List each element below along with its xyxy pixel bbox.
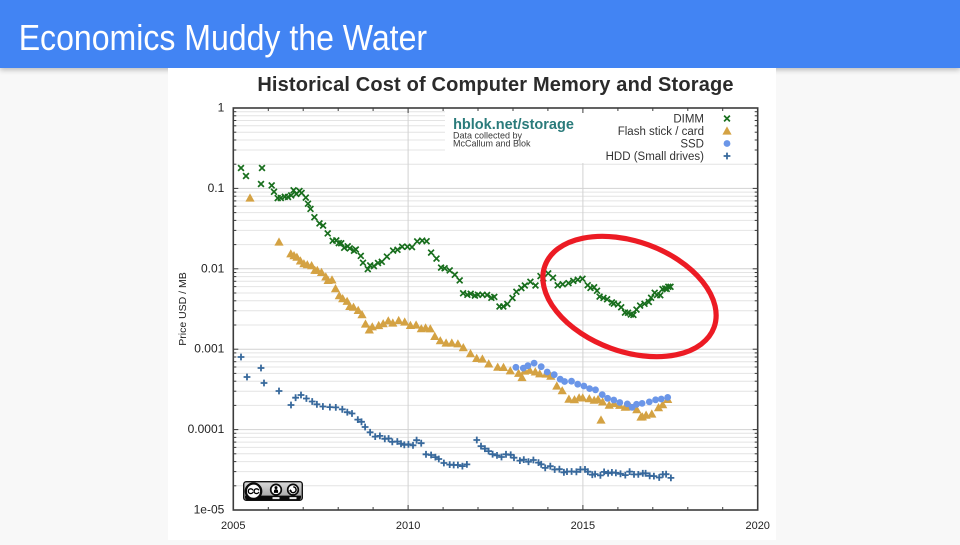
svg-text:1: 1 xyxy=(218,101,225,115)
svg-text:2010: 2010 xyxy=(396,520,420,532)
svg-text:0.0001: 0.0001 xyxy=(188,422,225,436)
svg-text:2015: 2015 xyxy=(571,520,595,532)
svg-text:McCallum and Blok: McCallum and Blok xyxy=(453,139,531,149)
svg-text:DIMM: DIMM xyxy=(673,113,704,125)
svg-text:1e-05: 1e-05 xyxy=(194,503,225,517)
svg-text:SSD: SSD xyxy=(680,138,704,150)
svg-text:0.001: 0.001 xyxy=(194,342,224,356)
svg-text:2005: 2005 xyxy=(221,520,245,532)
svg-text:HDD (Small drives): HDD (Small drives) xyxy=(606,151,705,163)
svg-text:Price USD / MB: Price USD / MB xyxy=(177,272,189,346)
svg-text:0.01: 0.01 xyxy=(201,261,225,275)
svg-text:Data collected by: Data collected by xyxy=(453,131,523,141)
svg-text:0.1: 0.1 xyxy=(208,181,225,195)
svg-text:hblok.net/storage: hblok.net/storage xyxy=(453,117,574,133)
svg-text:2020: 2020 xyxy=(745,520,769,532)
svg-text:Historical Cost of Computer Me: Historical Cost of Computer Memory and S… xyxy=(257,74,733,96)
svg-text:Flash stick / card: Flash stick / card xyxy=(618,126,704,138)
